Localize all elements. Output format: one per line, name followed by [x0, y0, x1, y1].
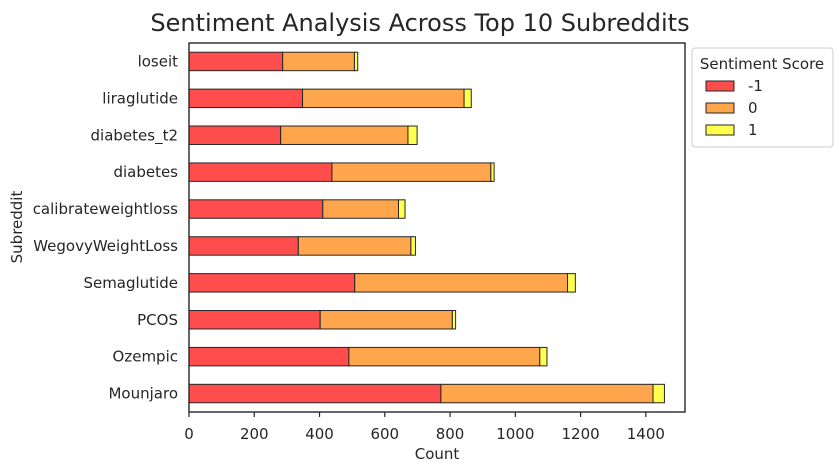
bar-Semaglutide-series-2	[567, 273, 576, 293]
x-tick-label: 600	[370, 425, 399, 443]
bar-PCOS-series-0	[188, 310, 321, 330]
x-tick-label: 400	[305, 425, 334, 443]
x-tick-label: 800	[436, 425, 465, 443]
legend-label: 1	[748, 121, 758, 139]
bar-diabetes_t2-series-1	[280, 125, 409, 145]
y-tick-label: Ozempic	[113, 348, 178, 366]
y-tick-label: calibrateweightloss	[33, 200, 178, 218]
legend-swatch	[705, 80, 735, 92]
bar-diabetes-series-2	[490, 162, 495, 182]
y-axis: loseit liraglutide diabetes_t2 diabetes cali…	[33, 52, 178, 402]
bar-diabetes_t2-series-0	[188, 125, 282, 145]
y-tick-label: WegovyWeightLoss	[33, 237, 178, 255]
bar-Mounjaro-series-1	[440, 383, 654, 404]
legend-label: -1	[748, 77, 763, 95]
bar-Ozempic-series-2	[539, 346, 548, 367]
legend-swatch	[705, 102, 735, 114]
bar-Semaglutide-series-0	[188, 273, 356, 293]
x-tick-label: 1200	[561, 425, 599, 443]
bars-layer	[188, 51, 665, 404]
legend-swatch	[705, 124, 735, 136]
y-tick-label: diabetes	[113, 163, 178, 181]
legend-items: -1 0 1	[705, 77, 763, 139]
legend-label: 0	[748, 99, 758, 117]
legend-title: Sentiment Score	[700, 55, 824, 73]
legend-box	[691, 47, 834, 148]
bar-calibrateweightloss-series-2	[397, 199, 406, 219]
y-tick-label: loseit	[138, 52, 179, 70]
y-tick-label: Mounjaro	[108, 385, 178, 403]
bar-liraglutide-series-1	[302, 88, 465, 109]
bar-Mounjaro-series-2	[652, 383, 665, 404]
bar-Semaglutide-series-1	[354, 273, 569, 293]
y-tick-label: diabetes_t2	[91, 126, 178, 145]
y-axis-label: Subreddit	[8, 191, 26, 264]
plot-frame	[188, 42, 686, 413]
x-tick-label: 1400	[627, 425, 665, 443]
x-tick-label: 0	[184, 425, 194, 443]
bar-loseit-series-0	[188, 51, 284, 72]
bar-Ozempic-series-0	[188, 346, 350, 367]
bar-WegovyWeightLoss-series-1	[297, 236, 412, 256]
x-tick-label: 1000	[496, 425, 534, 443]
bar-diabetes-series-0	[188, 162, 333, 182]
bar-liraglutide-series-0	[188, 88, 304, 109]
x-tick-label: 200	[240, 425, 269, 443]
bar-liraglutide-series-2	[463, 88, 472, 109]
bar-calibrateweightloss-series-1	[322, 199, 399, 219]
bar-PCOS-series-1	[319, 310, 453, 330]
bar-loseit-series-1	[282, 51, 355, 72]
bar-PCOS-series-2	[451, 310, 457, 330]
bar-loseit-series-2	[353, 51, 359, 72]
x-axis: 0 200 400 600 800 1000 1200 1400	[184, 412, 665, 443]
bar-Ozempic-series-1	[348, 346, 541, 367]
y-tick-label: Semaglutide	[83, 274, 178, 292]
chart-title: Sentiment Analysis Across Top 10 Subredd…	[150, 9, 689, 37]
bar-diabetes_t2-series-2	[407, 125, 418, 145]
bar-WegovyWeightLoss-series-0	[188, 236, 299, 256]
x-axis-label: Count	[415, 445, 460, 463]
bar-WegovyWeightLoss-series-2	[410, 236, 416, 256]
bar-Mounjaro-series-0	[188, 383, 442, 404]
y-tick-label: PCOS	[137, 311, 178, 329]
y-tick-label: liraglutide	[102, 89, 178, 107]
legend: Sentiment Score -1 0 1	[691, 47, 834, 148]
bar-diabetes-series-1	[331, 162, 492, 182]
bar-calibrateweightloss-series-0	[188, 199, 324, 219]
